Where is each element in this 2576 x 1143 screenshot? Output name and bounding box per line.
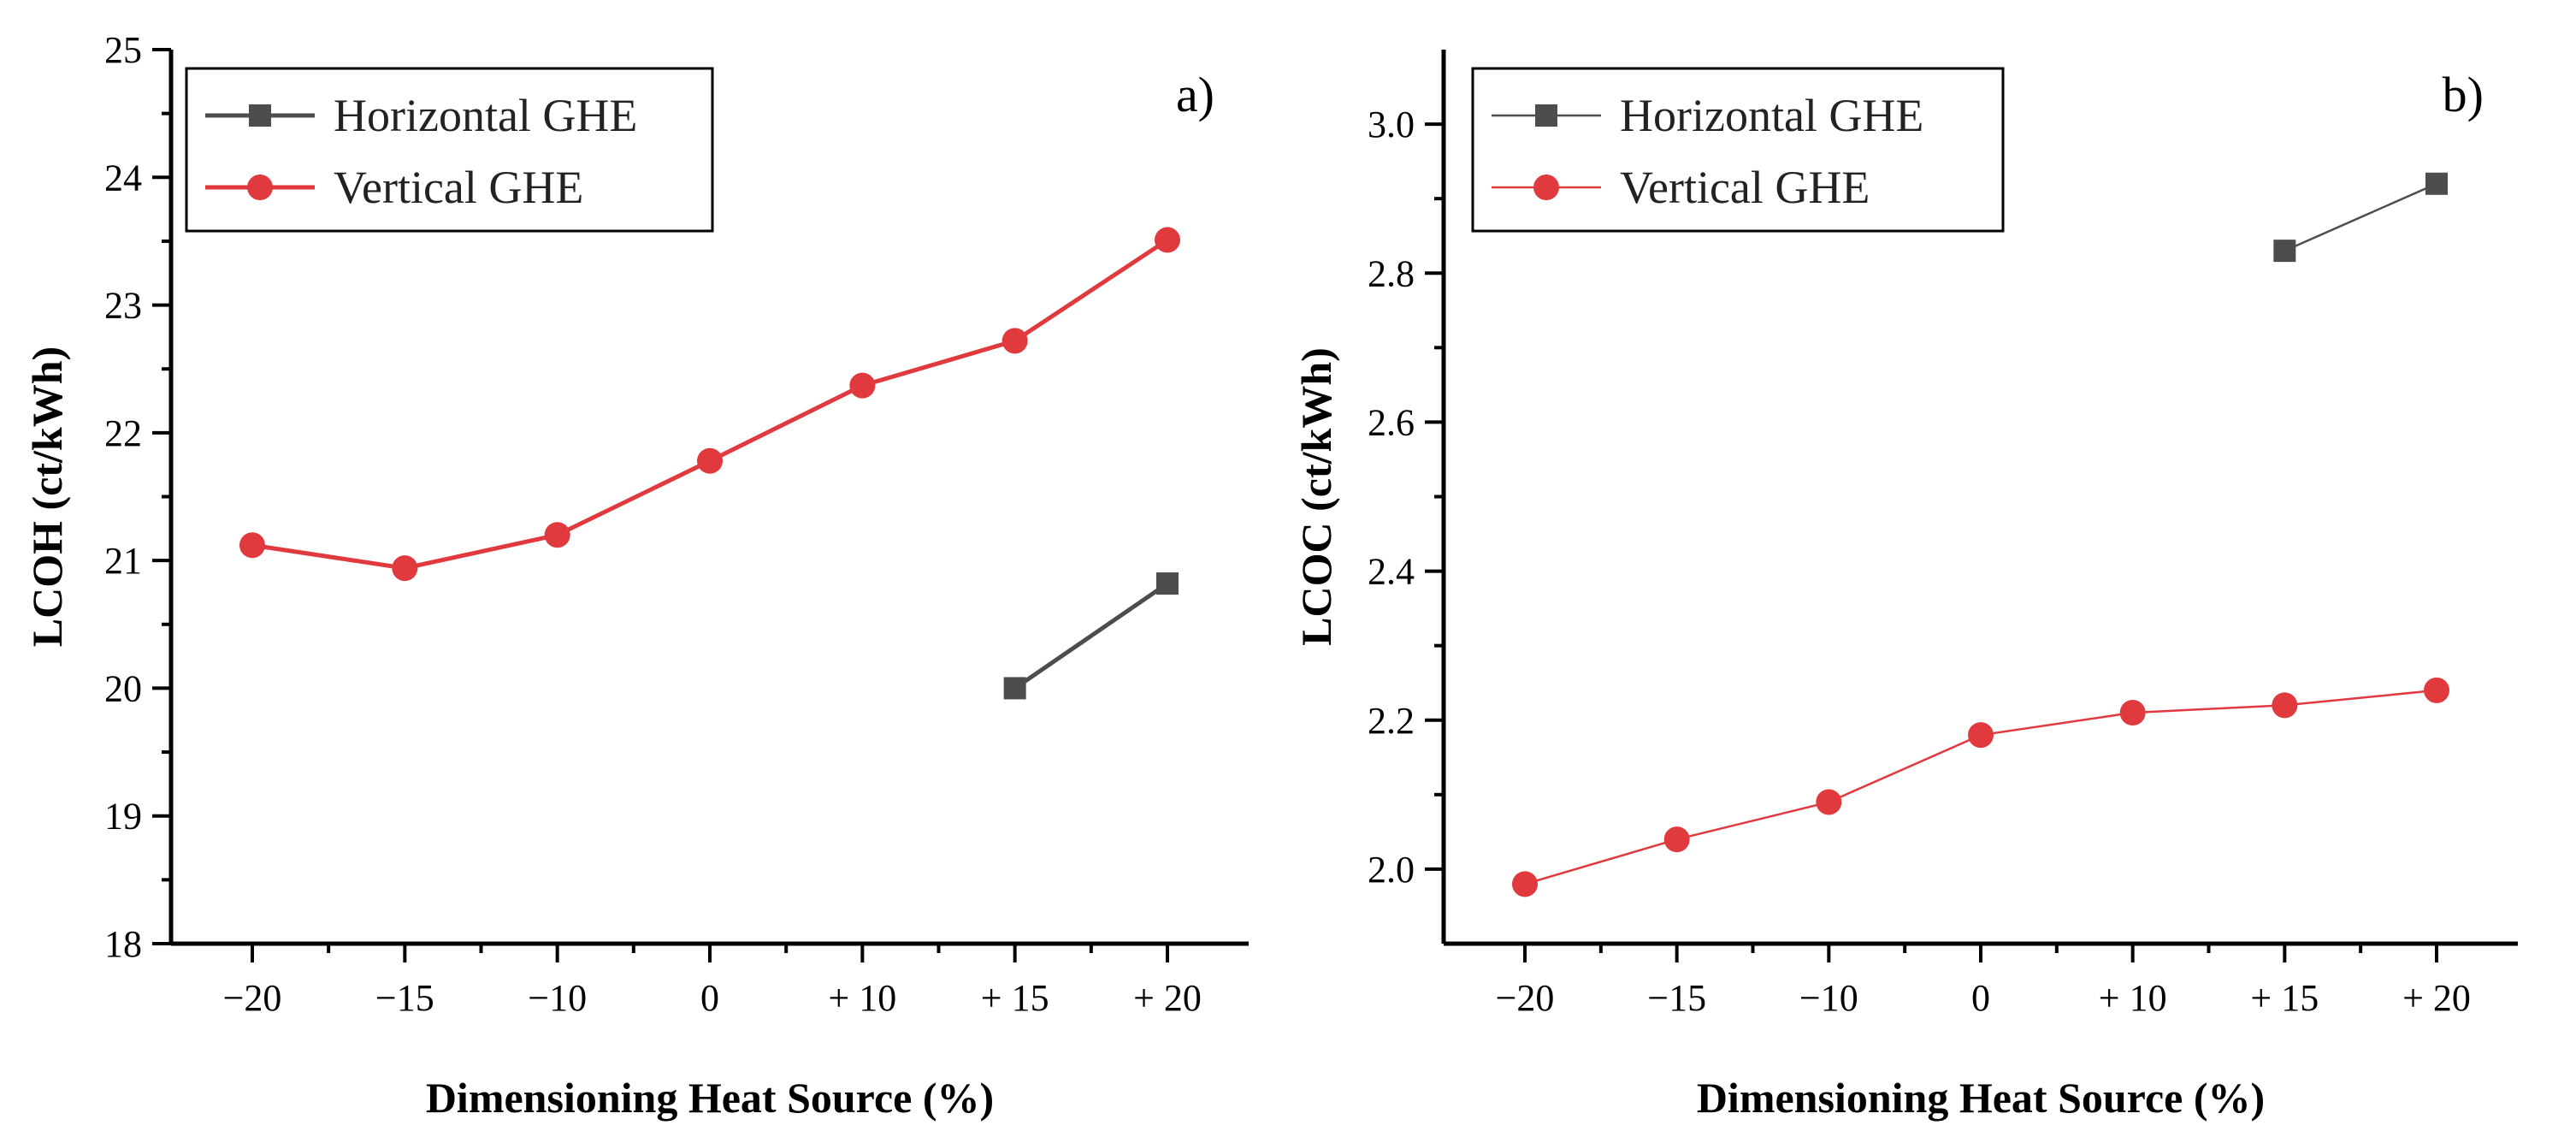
y-tick-label: 20 [104,667,142,709]
x-tick-label: −15 [1647,977,1706,1019]
x-tick-label: + 15 [981,977,1049,1019]
x-tick-label: −20 [1496,977,1555,1019]
x-tick-label: + 15 [2250,977,2319,1019]
y-tick-label: 2.6 [1368,401,1415,443]
series-horizontal-ghe [1003,572,1179,700]
series-line [1013,581,1169,690]
data-point [1968,722,1994,749]
data-point [2119,700,2146,726]
data-point [544,522,570,548]
data-point [1003,677,1026,700]
data-point [1512,871,1538,897]
data-point [1816,789,1842,815]
y-tick-label: 2.8 [1368,252,1415,294]
y-tick-label: 2.4 [1368,551,1415,593]
y-tick-label: 19 [104,796,142,838]
series-vertical-ghe [1512,677,2449,897]
y-axis-title: LCOH (ct/kWh) [23,346,71,647]
legend-box [1471,67,2005,233]
data-point [1663,826,1690,853]
series-vertical-ghe [239,227,1180,582]
panel-label: a) [1176,67,1214,122]
x-axis-title: Dimensioning Heat Source (%) [1697,1074,2265,1122]
chart-panel-a: 18 19 20 21 22 23 24 25 −20 −15 −10 0 + 10 + 15 + 20 Di… [23,29,1249,1122]
data-point [239,532,265,559]
panel-label: b) [2443,67,2484,122]
x-tick-label: + 10 [828,977,896,1019]
legend-entry-label: Vertical GHE [334,162,583,213]
chart-panel-b: 2.0 2.2 2.4 2.6 2.8 3.0 −20 −15 −10 0 + 10 + 15 + 20… [1292,50,2518,1122]
y-tick-label: 24 [104,157,142,198]
x-tick-label: −15 [375,977,434,1019]
y-tick-label: 18 [104,923,142,965]
y-tick-label: 21 [104,540,142,582]
legend: Horizontal GHE Vertical GHE [1471,67,2005,233]
x-tick-label: −20 [223,977,282,1019]
y-tick-label: 23 [104,285,142,327]
y-tick-label: 2.0 [1368,849,1415,891]
legend: Horizontal GHE Vertical GHE [185,67,714,233]
legend-entry-label: Vertical GHE [1620,162,1870,213]
data-point [2273,240,2296,263]
y-tick-label: 3.0 [1368,104,1415,145]
data-point [1156,572,1179,595]
legend-swatch-marker [249,104,271,127]
x-tick-label: + 10 [2099,977,2167,1019]
y-axis-title: LCOC (ct/kWh) [1292,347,1340,646]
x-tick-label: −10 [1799,977,1858,1019]
series-line [1524,689,2437,885]
legend-box [185,67,714,233]
series-line [251,238,1169,571]
x-axis-title: Dimensioning Heat Source (%) [426,1074,994,1122]
x-tick-label: + 20 [1133,977,1202,1019]
y-tick-label: 2.2 [1368,700,1415,742]
data-point [1155,227,1180,253]
legend-entry-label: Horizontal GHE [1620,90,1923,141]
y-tick-label: 22 [104,412,142,454]
x-tick-label: + 20 [2402,977,2471,1019]
data-point [2424,677,2449,703]
legend-swatch-marker [1535,104,1557,127]
legend-swatch-marker [247,175,273,200]
data-point [2272,692,2298,719]
x-tick-label: −10 [528,977,587,1019]
legend-entry-label: Horizontal GHE [334,90,637,141]
data-point [2425,172,2448,195]
data-point [849,372,876,399]
x-tick-label: 0 [700,977,719,1019]
legend-swatch-marker [1533,175,1559,200]
series-horizontal-ghe [2273,172,2448,263]
data-point [392,555,418,582]
series-line [2284,182,2437,252]
y-tick-label: 25 [104,29,142,71]
x-tick-label: 0 [1971,977,1990,1019]
data-point [1001,328,1028,354]
data-point [697,447,723,474]
